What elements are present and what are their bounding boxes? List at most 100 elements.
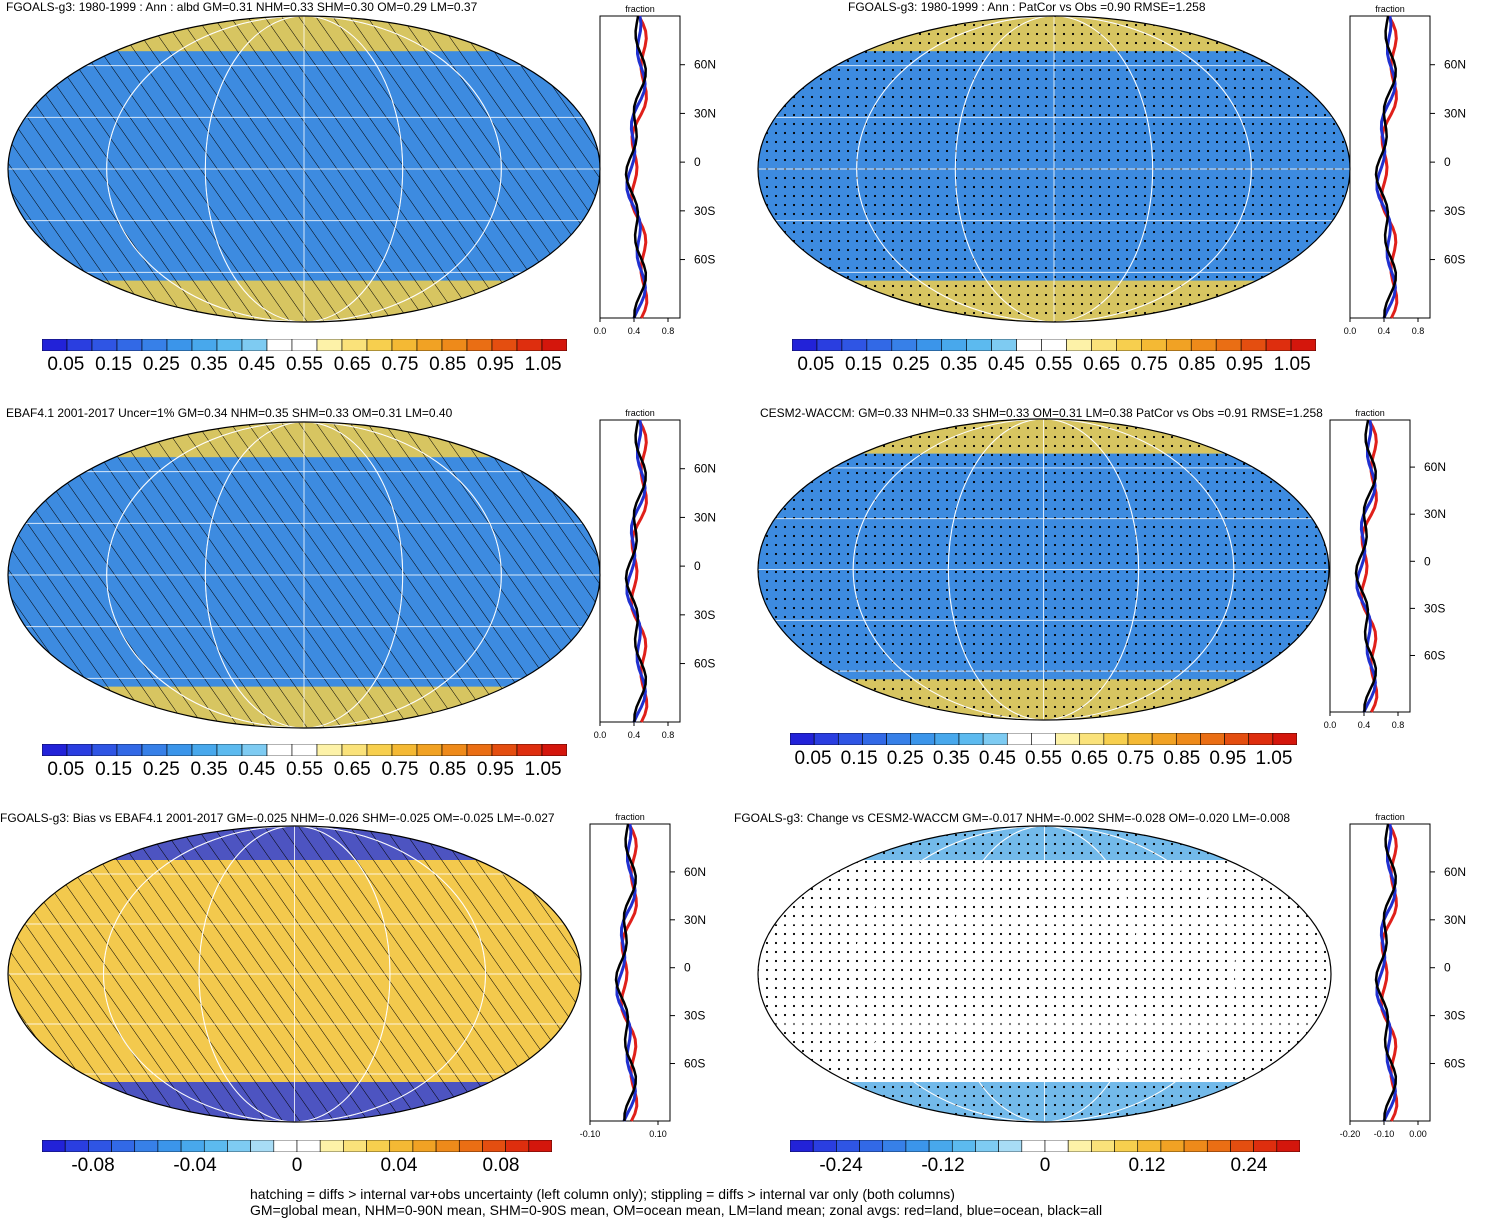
- colorbar-swatch: [1141, 339, 1167, 351]
- colorbar-label: 0.05: [794, 748, 832, 769]
- colorbar-swatch: [1253, 1140, 1278, 1152]
- colorbar-label: 0.45: [978, 748, 1016, 769]
- zonal-lat-tick: 30S: [684, 1009, 705, 1023]
- colorbar-swatch: [141, 744, 168, 756]
- colorbar-swatch: [1230, 1140, 1254, 1152]
- colorbar-label: 0.05: [47, 759, 85, 780]
- colorbar-swatch: [166, 744, 193, 756]
- colorbar-label: -0.08: [71, 1155, 115, 1176]
- zonal-x-tick: 0.8: [662, 730, 675, 740]
- zonal-line-ocean: [625, 15, 647, 319]
- colorbar-swatch: [191, 339, 218, 351]
- zonal-x-tick: 0.8: [1412, 326, 1425, 336]
- colorbar-label: 0.12: [1128, 1155, 1166, 1176]
- colorbar-swatch: [1127, 733, 1153, 745]
- colorbar-swatch: [991, 339, 1017, 351]
- zonal-x-tick: 0.0: [594, 326, 607, 336]
- colorbar-swatch: [1190, 339, 1217, 351]
- colorbar-swatch: [266, 339, 293, 351]
- zonal-lat-tick: 30S: [694, 608, 715, 622]
- footer-line-2: GM=global mean, NHM=0-90N mean, SHM=0-90…: [250, 1202, 1103, 1218]
- map-outline: [7, 825, 582, 1123]
- colorbar-swatch: [866, 339, 893, 351]
- zonal-axis-label: fraction: [1375, 4, 1405, 14]
- colorbar-swatch: [216, 339, 243, 351]
- zonal-x-tick: 0.8: [662, 326, 675, 336]
- colorbar-swatch: [1103, 733, 1129, 745]
- colorbar-label: 0.75: [381, 759, 419, 780]
- colorbar-swatch: [836, 1140, 860, 1152]
- colorbar-label: 0.95: [1209, 748, 1247, 769]
- zonal-axis-label: fraction: [625, 408, 655, 418]
- colorbar-swatch: [1224, 733, 1250, 745]
- colorbar-label: 0.45: [238, 354, 276, 375]
- colorbar-swatch: [180, 1140, 205, 1152]
- zonal-x-tick: 0.4: [1378, 326, 1391, 336]
- colorbar-swatch: [316, 339, 343, 351]
- colorbar-swatch: [1248, 733, 1274, 745]
- colorbar-label: 0.08: [482, 1155, 520, 1176]
- colorbar-label: 0.25: [142, 759, 180, 780]
- colorbar-label: 0: [1039, 1155, 1051, 1176]
- colorbar-swatch: [958, 733, 984, 745]
- colorbar-swatch: [203, 1140, 228, 1152]
- colorbar-swatch: [1206, 1140, 1231, 1152]
- colorbar-swatch: [366, 339, 393, 351]
- zonal-x-tick: -0.10: [1374, 1129, 1395, 1139]
- colorbar-label: 0.85: [1178, 354, 1216, 375]
- panel-title: FGOALS-g3: Change vs CESM2-WACCM GM=-0.0…: [734, 811, 1291, 825]
- colorbar-swatch: [910, 733, 936, 745]
- colorbar: [42, 744, 567, 756]
- zonal-axis-label: fraction: [615, 812, 645, 822]
- zonal-lat-tick: 60S: [694, 253, 715, 267]
- colorbar-swatch: [916, 339, 943, 351]
- colorbar-swatch: [391, 744, 418, 756]
- colorbar-swatch: [266, 744, 293, 756]
- colorbar-label: 0.35: [932, 748, 970, 769]
- zonal-lat-tick: 60S: [1444, 253, 1465, 267]
- colorbar-label: 0.45: [987, 354, 1025, 375]
- colorbar-swatch: [837, 733, 863, 745]
- zonal-line-ocean: [1375, 15, 1397, 319]
- map-field: [758, 826, 1331, 1122]
- colorbar-swatch: [1265, 339, 1292, 351]
- zonal-lat-tick: 0: [694, 155, 701, 169]
- colorbar-swatch: [116, 339, 143, 351]
- zonal-x-tick: 0.0: [594, 730, 607, 740]
- colorbar-swatch: [341, 744, 368, 756]
- colorbar-label: 0.55: [1035, 354, 1073, 375]
- colorbar-label: 0.95: [476, 354, 514, 375]
- colorbar-label: 0.15: [840, 748, 878, 769]
- colorbar-swatch: [88, 1140, 112, 1152]
- zonal-axis-label: fraction: [625, 4, 655, 14]
- world-map: [7, 825, 582, 1123]
- colorbar-swatch: [1215, 339, 1242, 351]
- panel-title: EBAF4.1 2001-2017 Uncer=1% GM=0.34 NHM=0…: [6, 406, 453, 420]
- colorbar-swatch: [343, 1140, 367, 1152]
- zonal-lat-tick: 60N: [1444, 865, 1466, 879]
- colorbar-swatch: [813, 733, 839, 745]
- colorbar-swatch: [1276, 1140, 1300, 1152]
- zonal-line-ocean: [625, 419, 647, 723]
- zonal-line-ocean: [615, 823, 637, 1122]
- colorbar-swatch: [934, 733, 960, 745]
- colorbar-swatch: [1021, 1140, 1046, 1152]
- colorbar-label: 0.45: [238, 759, 276, 780]
- colorbar-swatch: [816, 339, 843, 351]
- colorbar-swatch: [1016, 339, 1042, 351]
- colorbar-swatch: [491, 339, 518, 351]
- colorbar-swatch: [862, 733, 887, 745]
- zonal-lat-tick: 60N: [694, 58, 716, 72]
- zonal-lat-tick: 30N: [694, 106, 716, 120]
- colorbar-swatch: [541, 744, 567, 756]
- colorbar-label: 0.25: [886, 748, 924, 769]
- zonal-line-all: [1374, 823, 1398, 1122]
- colorbar-swatch: [966, 339, 992, 351]
- colorbar-swatch: [241, 744, 268, 756]
- colorbar-label: 0.55: [1025, 748, 1062, 769]
- colorbar-swatch: [341, 339, 368, 351]
- colorbar-swatch: [66, 339, 93, 351]
- colorbar: [42, 339, 567, 351]
- colorbar-swatch: [441, 339, 468, 351]
- zonal-lat-tick: 60S: [1444, 1057, 1465, 1071]
